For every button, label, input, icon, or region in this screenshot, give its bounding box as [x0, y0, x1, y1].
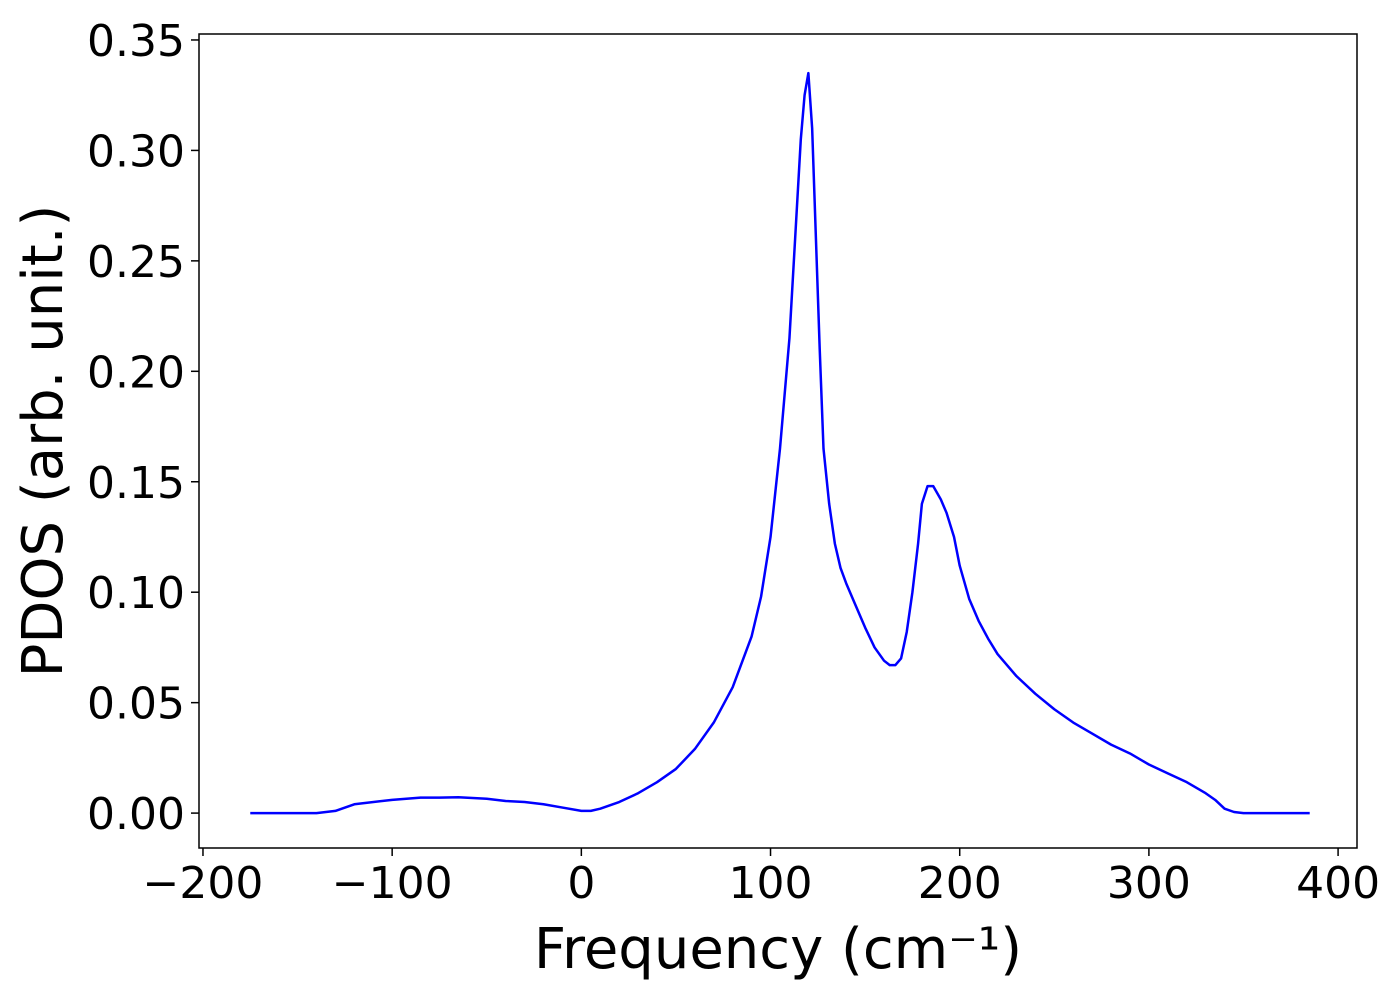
x-tick-label: 0: [567, 858, 595, 909]
y-tick-label: 0.25: [87, 237, 185, 288]
y-tick-label: 0.15: [87, 458, 185, 509]
x-tick-label: 100: [729, 858, 813, 909]
y-axis-label: PDOS (arb. unit.): [11, 205, 76, 678]
x-tick-label: 300: [1107, 858, 1191, 909]
y-tick-label: 0.30: [87, 126, 185, 177]
plot-frame: [198, 33, 1358, 849]
x-tick-label: 400: [1296, 858, 1380, 909]
x-tick-label: −100: [332, 858, 453, 909]
y-tick-label: 0.00: [87, 789, 185, 840]
y-tick-label: 0.05: [87, 679, 185, 730]
x-tick-label: −200: [143, 858, 264, 909]
data-line: [250, 71, 1310, 815]
y-tick-label: 0.20: [87, 347, 185, 398]
y-tick-label: 0.35: [87, 16, 185, 67]
x-tick-label: 200: [918, 858, 1002, 909]
y-tick-label: 0.10: [87, 568, 185, 619]
x-axis-label: Frequency (cm⁻¹): [534, 917, 1022, 982]
